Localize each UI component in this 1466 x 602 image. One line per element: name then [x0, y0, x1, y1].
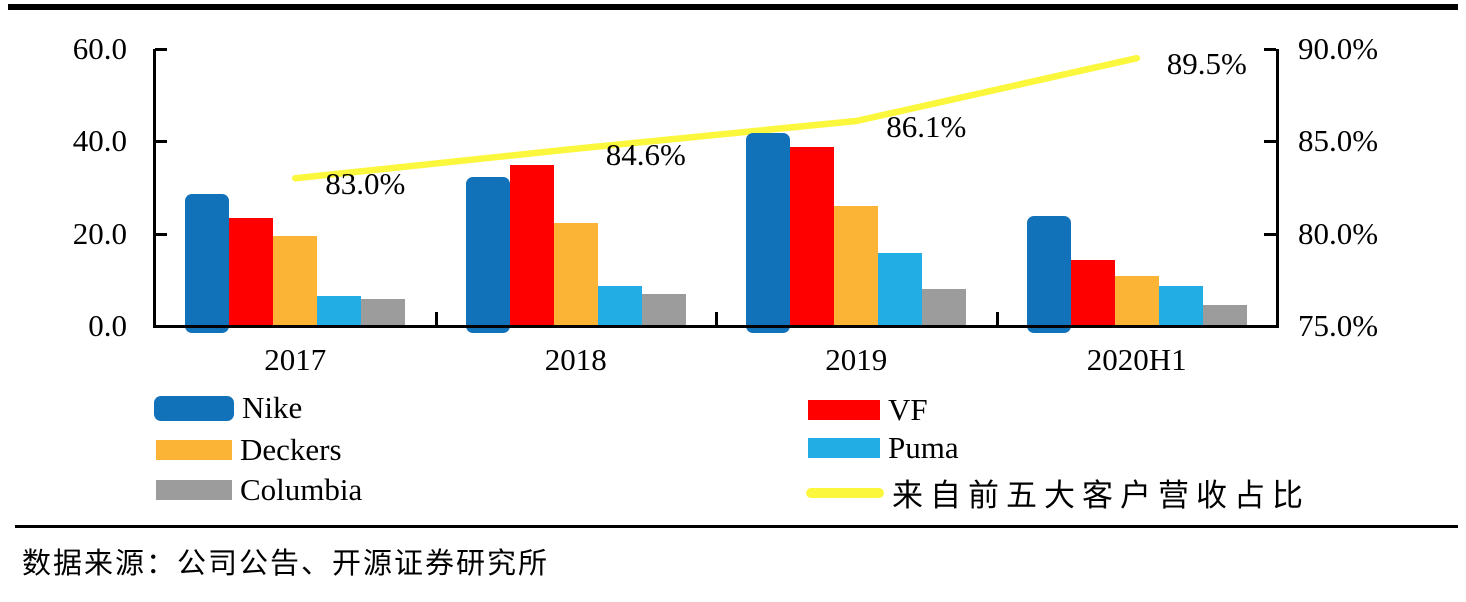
y-axis-tick: [155, 232, 167, 236]
legend-label-columbia: Columbia: [240, 472, 363, 507]
puma-swatch: [808, 438, 880, 458]
legend-item-top5-line: 来自前五大客户营收占比: [806, 470, 1310, 515]
bar-vf-2017: [229, 218, 274, 326]
y-axis-label: 0.0: [88, 308, 127, 343]
legend-label-vf: VF: [888, 392, 928, 427]
bar-deckers-2020H1: [1114, 276, 1159, 326]
bar-puma-2020H1: [1158, 285, 1203, 326]
bar-columbia-2020H1: [1202, 304, 1247, 326]
nike-swatch: [154, 395, 234, 421]
bar-nike-2020H1: [1026, 215, 1071, 333]
y2-axis-tick: [1264, 140, 1276, 144]
y-axis-line: [153, 49, 156, 328]
category-label: 2018: [544, 342, 607, 377]
bar-vf-2019: [790, 147, 835, 326]
legend-label-deckers: Deckers: [240, 432, 342, 467]
top-border-rule: [8, 4, 1458, 10]
bar-columbia-2018: [641, 293, 686, 326]
legend-label-nike: Nike: [242, 390, 303, 425]
bar-deckers-2019: [834, 205, 879, 326]
line-data-label: 84.6%: [605, 136, 686, 172]
y-axis-label: 20.0: [72, 215, 127, 251]
bar-puma-2017: [317, 295, 362, 326]
bar-columbia-2017: [361, 299, 406, 326]
bar-puma-2018: [597, 285, 642, 326]
top5-line-swatch: [806, 487, 884, 498]
category-label: 2019: [825, 342, 888, 377]
legend-label-puma: Puma: [888, 430, 959, 465]
y2-axis-tick: [1264, 232, 1276, 236]
legend-item-vf: VF: [808, 392, 928, 428]
columbia-swatch: [156, 480, 232, 500]
y2-axis-label: 75.0%: [1298, 308, 1379, 343]
bar-columbia-2019: [922, 288, 967, 326]
category-label: 2017: [264, 342, 327, 377]
bar-puma-2019: [878, 253, 923, 326]
y2-axis-line: [1276, 49, 1279, 328]
bar-deckers-2018: [553, 223, 598, 326]
y2-axis-label: 90.0%: [1298, 31, 1379, 66]
bar-vf-2020H1: [1070, 259, 1115, 326]
deckers-swatch: [156, 440, 232, 460]
x-axis-tick: [434, 312, 438, 326]
legend-item-deckers: Deckers: [156, 432, 342, 468]
y2-axis-label: 80.0%: [1298, 215, 1379, 251]
x-axis-tick: [995, 312, 999, 326]
bar-nike-2017: [185, 194, 230, 333]
legend-item-puma: Puma: [808, 430, 959, 466]
source-separator-rule: [15, 525, 1458, 528]
category-label: 2020H1: [1086, 342, 1187, 377]
line-data-label: 86.1%: [886, 109, 967, 145]
bar-vf-2018: [509, 164, 554, 326]
line-data-label: 83.0%: [325, 166, 406, 202]
y2-axis-label: 85.0%: [1298, 123, 1379, 159]
bar-nike-2018: [465, 177, 510, 333]
revenue-share-line: [292, 54, 1140, 182]
bar-nike-2019: [746, 133, 791, 333]
y-axis-label: 60.0: [72, 31, 127, 66]
bar-deckers-2017: [273, 235, 318, 326]
line-data-label: 89.5%: [1166, 46, 1247, 82]
y-axis-tick: [155, 48, 167, 51]
vf-swatch: [808, 400, 880, 420]
y2-axis-tick: [1264, 48, 1276, 51]
x-axis-tick: [715, 312, 718, 326]
y-axis-tick: [155, 140, 167, 144]
legend-item-columbia: Columbia: [156, 472, 362, 508]
legend-item-nike: Nike: [154, 390, 302, 426]
x-axis-line: [153, 325, 1278, 328]
y-axis-label: 40.0: [72, 123, 127, 159]
source-note: 数据来源：公司公告、开源证券研究所: [22, 548, 550, 580]
legend-label-top5-line: 来自前五大客户营收占比: [892, 478, 1310, 513]
